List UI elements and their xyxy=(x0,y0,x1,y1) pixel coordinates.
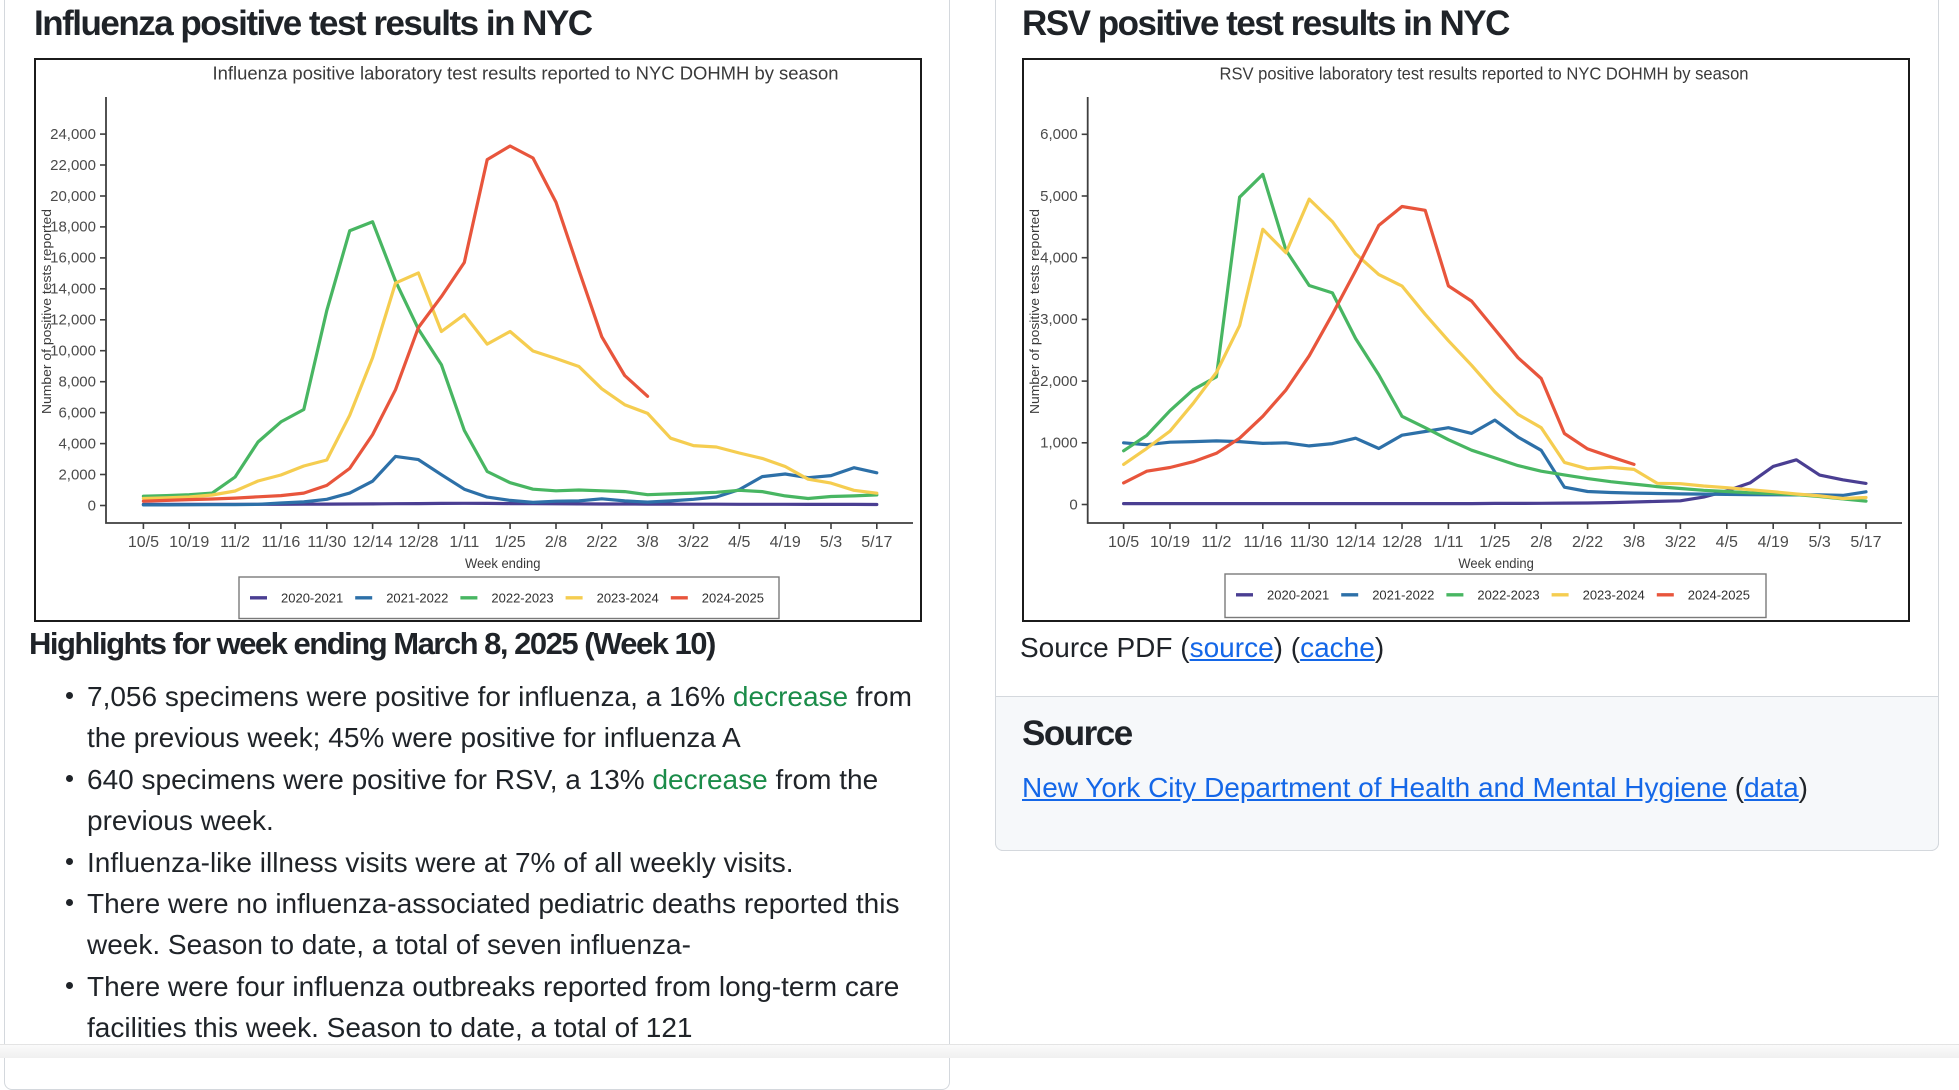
svg-text:1/25: 1/25 xyxy=(495,534,526,551)
svg-text:2023-2024: 2023-2024 xyxy=(1583,588,1645,603)
svg-text:4,000: 4,000 xyxy=(58,435,96,452)
svg-text:2/22: 2/22 xyxy=(586,534,617,551)
svg-text:11/30: 11/30 xyxy=(1290,534,1329,551)
svg-text:2022-2023: 2022-2023 xyxy=(491,591,553,606)
svg-text:5,000: 5,000 xyxy=(1040,188,1078,205)
svg-text:2023-2024: 2023-2024 xyxy=(597,591,659,606)
svg-text:18,000: 18,000 xyxy=(50,219,96,236)
svg-text:1,000: 1,000 xyxy=(1040,435,1078,452)
svg-text:2/8: 2/8 xyxy=(1530,534,1552,551)
svg-text:12/28: 12/28 xyxy=(1382,534,1422,551)
svg-text:10/5: 10/5 xyxy=(128,534,159,551)
svg-text:12/14: 12/14 xyxy=(1336,534,1376,551)
svg-text:2021-2022: 2021-2022 xyxy=(386,591,448,606)
svg-text:3,000: 3,000 xyxy=(1040,311,1078,328)
svg-text:11/30: 11/30 xyxy=(307,534,346,551)
svg-text:10,000: 10,000 xyxy=(50,343,96,360)
svg-text:2020-2021: 2020-2021 xyxy=(1267,588,1329,603)
svg-text:2024-2025: 2024-2025 xyxy=(702,591,764,606)
svg-text:11/16: 11/16 xyxy=(1243,534,1282,551)
svg-text:Number of positive tests repor: Number of positive tests reported xyxy=(39,209,54,414)
svg-text:11/2: 11/2 xyxy=(1201,534,1231,551)
svg-text:11/16: 11/16 xyxy=(261,534,300,551)
svg-text:3/8: 3/8 xyxy=(1623,534,1645,551)
svg-text:10/19: 10/19 xyxy=(1150,534,1190,551)
svg-text:12,000: 12,000 xyxy=(50,312,96,329)
svg-text:5/3: 5/3 xyxy=(820,534,842,551)
svg-text:16,000: 16,000 xyxy=(50,250,96,267)
svg-text:12/14: 12/14 xyxy=(353,534,393,551)
svg-text:22,000: 22,000 xyxy=(50,157,96,174)
svg-text:3/8: 3/8 xyxy=(636,534,658,551)
svg-text:3/22: 3/22 xyxy=(1665,534,1696,551)
svg-text:5/17: 5/17 xyxy=(861,534,892,551)
svg-text:RSV positive laboratory test r: RSV positive laboratory test results rep… xyxy=(1220,64,1749,84)
svg-text:2024-2025: 2024-2025 xyxy=(1688,588,1750,603)
svg-text:2,000: 2,000 xyxy=(58,466,96,483)
svg-text:4,000: 4,000 xyxy=(1040,250,1078,267)
svg-text:Influenza positive laboratory: Influenza positive laboratory test resul… xyxy=(213,63,839,84)
svg-text:Week ending: Week ending xyxy=(1458,556,1534,571)
svg-text:6,000: 6,000 xyxy=(58,404,96,421)
svg-text:10/5: 10/5 xyxy=(1108,534,1139,551)
svg-text:14,000: 14,000 xyxy=(50,281,96,298)
svg-text:0: 0 xyxy=(1069,496,1077,513)
svg-text:10/19: 10/19 xyxy=(169,534,209,551)
svg-text:8,000: 8,000 xyxy=(58,374,96,391)
svg-text:4/19: 4/19 xyxy=(770,534,801,551)
svg-text:1/11: 1/11 xyxy=(449,534,479,551)
svg-text:20,000: 20,000 xyxy=(50,188,96,205)
svg-text:2/8: 2/8 xyxy=(545,534,567,551)
svg-text:2/22: 2/22 xyxy=(1572,534,1603,551)
svg-text:Week ending: Week ending xyxy=(465,556,541,571)
svg-text:4/19: 4/19 xyxy=(1758,534,1789,551)
svg-text:4/5: 4/5 xyxy=(728,534,750,551)
svg-text:5/3: 5/3 xyxy=(1808,534,1830,551)
svg-text:1/25: 1/25 xyxy=(1479,534,1510,551)
svg-text:2022-2023: 2022-2023 xyxy=(1477,588,1539,603)
svg-text:24,000: 24,000 xyxy=(50,126,96,143)
svg-text:4/5: 4/5 xyxy=(1716,534,1738,551)
svg-text:0: 0 xyxy=(88,497,96,514)
svg-text:12/28: 12/28 xyxy=(398,534,438,551)
svg-text:3/22: 3/22 xyxy=(678,534,709,551)
svg-text:2020-2021: 2020-2021 xyxy=(281,591,343,606)
svg-text:11/2: 11/2 xyxy=(220,534,250,551)
svg-text:2021-2022: 2021-2022 xyxy=(1372,588,1434,603)
svg-text:1/11: 1/11 xyxy=(1433,534,1463,551)
svg-text:5/17: 5/17 xyxy=(1850,534,1881,551)
svg-text:6,000: 6,000 xyxy=(1040,126,1078,143)
svg-text:2,000: 2,000 xyxy=(1040,373,1078,390)
svg-text:Number of positive tests repor: Number of positive tests reported xyxy=(1027,209,1042,414)
